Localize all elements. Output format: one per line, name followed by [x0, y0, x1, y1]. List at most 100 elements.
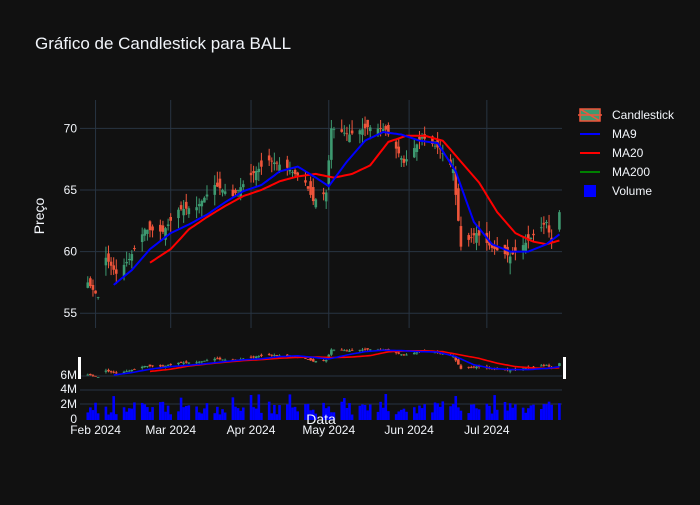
candle-body: [475, 233, 478, 243]
range-slider-right-handle[interactable]: [563, 357, 566, 379]
volume-bar: [350, 414, 354, 420]
candle-body: [270, 160, 274, 162]
volume-bar: [130, 408, 134, 420]
volume-bar: [547, 401, 551, 420]
volume-bar: [340, 401, 344, 420]
legend-label-ma9: MA9: [612, 127, 637, 141]
range-slider-candle-body: [402, 354, 406, 356]
candle-body: [203, 197, 206, 203]
range-slider-left-handle[interactable]: [78, 357, 81, 379]
candle-body: [159, 224, 162, 232]
price-tick-label: 70: [64, 121, 78, 135]
legend-item-ma9[interactable]: MA9: [580, 127, 637, 141]
volume-bar: [304, 404, 307, 420]
volume-bar: [477, 409, 481, 420]
chart-title: Gráfico de Candlestick para BALL: [35, 34, 292, 53]
candle-body: [379, 127, 382, 129]
legend-item-candles[interactable]: Candlestick: [578, 108, 675, 122]
candle-body: [345, 133, 349, 135]
volume-bar: [366, 410, 369, 420]
range-slider-candle-body: [221, 359, 224, 361]
candle-body: [420, 136, 424, 139]
candle-body: [91, 284, 95, 290]
candle-body: [216, 182, 219, 187]
date-tick-label: Jun 2024: [384, 423, 434, 437]
volume-bar: [485, 403, 489, 420]
volume-bar: [420, 408, 424, 420]
candle-body: [254, 170, 258, 181]
candle-body: [330, 128, 333, 160]
ma9-line: [113, 130, 561, 286]
volume-bar: [400, 409, 403, 420]
range-slider-candle-body: [203, 360, 206, 362]
volume-bar: [457, 407, 460, 420]
volume-bar: [542, 404, 546, 420]
volume-bar: [361, 404, 364, 420]
candle-body: [493, 245, 496, 250]
candle-body: [293, 169, 297, 175]
candle-body: [151, 226, 154, 231]
range-slider-candle-body: [107, 369, 110, 372]
candle-body: [306, 186, 310, 189]
candle-body: [249, 172, 253, 176]
legend-item-ma200[interactable]: MA200: [580, 165, 650, 179]
range-slider-candle-body: [184, 361, 188, 363]
volume-bar: [213, 413, 217, 420]
volume-bar: [218, 414, 222, 420]
candle-body: [529, 237, 533, 239]
volume-bar: [550, 404, 553, 420]
volume-bar: [195, 406, 198, 420]
legend-item-volume[interactable]: Volume: [584, 184, 652, 198]
candle-body: [441, 153, 445, 155]
volume-bar: [234, 406, 237, 420]
volume-bar: [358, 405, 362, 420]
range-slider-candle-body: [306, 359, 310, 360]
range-slider-candle-body: [86, 374, 90, 376]
volume-bar: [260, 412, 263, 420]
candle-body: [348, 134, 351, 143]
volume-bar: [216, 406, 219, 420]
candle-body: [539, 227, 543, 229]
candle-body: [459, 226, 463, 247]
range-slider-candle-body: [358, 349, 362, 351]
range-slider-candle-body: [459, 365, 463, 369]
candle-body: [304, 180, 307, 183]
candle-body: [288, 169, 292, 172]
volume-bar: [493, 395, 496, 420]
volume-bar: [205, 403, 209, 420]
volume-bar: [179, 397, 183, 420]
candle-body: [376, 128, 380, 136]
candle-body: [451, 169, 455, 174]
candle-body: [387, 125, 390, 135]
volume-bar: [345, 407, 349, 420]
volume-bar: [112, 396, 115, 420]
volume-bars: [86, 394, 561, 420]
candle-body: [122, 264, 126, 277]
candle-body: [296, 172, 299, 177]
range-slider-candle-body: [472, 366, 476, 368]
candle-body: [127, 258, 131, 261]
range-slider-candle-body: [273, 355, 276, 356]
candle-body: [273, 162, 276, 165]
volume-bar: [273, 404, 276, 420]
volume-bar: [322, 402, 325, 420]
candle-body: [511, 251, 515, 255]
range-slider-candle-body: [332, 349, 336, 351]
date-tick-label: Jul 2024: [464, 423, 510, 437]
candle-body: [114, 269, 118, 274]
range-slider[interactable]: [78, 342, 566, 391]
volume-bar: [332, 412, 336, 420]
range-slider-candle-body: [324, 360, 328, 362]
legend-item-ma20[interactable]: MA20: [580, 146, 644, 160]
candle-body: [252, 171, 255, 174]
candle-body: [470, 237, 473, 239]
volume-bar: [114, 414, 118, 420]
volume-bar: [184, 405, 188, 420]
candle-body: [140, 234, 144, 243]
volume-bar: [257, 394, 261, 420]
volume-bar: [203, 408, 206, 420]
range-slider-candle-body: [146, 366, 149, 367]
volume-bar: [490, 413, 494, 420]
volume-bar: [412, 407, 416, 420]
candle-body: [545, 222, 548, 224]
